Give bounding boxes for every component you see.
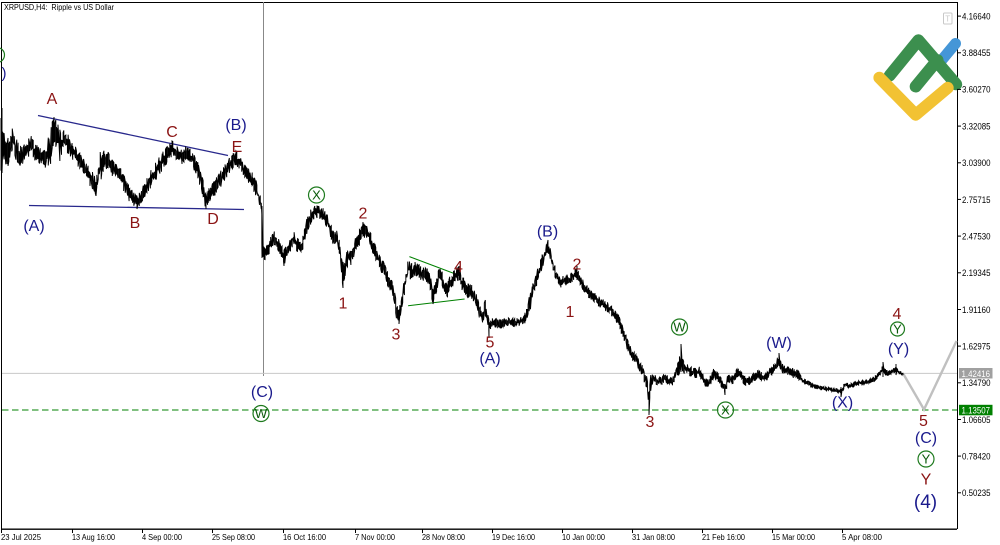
- svg-text:(B): (B): [537, 223, 558, 240]
- svg-text:Y: Y: [922, 452, 931, 467]
- svg-text:1.42416: 1.42416: [962, 369, 991, 379]
- svg-text:2: 2: [359, 205, 368, 222]
- svg-text:2.19345: 2.19345: [962, 268, 991, 278]
- svg-text:Y: Y: [921, 471, 932, 488]
- svg-text:Y: Y: [893, 322, 902, 337]
- svg-text:4: 4: [454, 259, 463, 276]
- svg-text:): ): [2, 65, 7, 82]
- svg-text:(A): (A): [479, 350, 500, 367]
- svg-text:2.47530: 2.47530: [962, 231, 991, 241]
- svg-text:2.75715: 2.75715: [962, 195, 991, 205]
- svg-text:XRPUSD,H4: Ripple vs US Dolla: XRPUSD,H4: Ripple vs US Dollar: [4, 3, 114, 12]
- svg-text:21 Feb 16:00: 21 Feb 16:00: [702, 533, 745, 542]
- svg-text:(W): (W): [766, 335, 792, 352]
- svg-text:(A): (A): [23, 218, 44, 235]
- svg-text:A: A: [47, 91, 58, 108]
- svg-text:(B): (B): [225, 117, 246, 134]
- svg-text:1.91160: 1.91160: [962, 305, 991, 315]
- svg-text:25 Sep 08:00: 25 Sep 08:00: [212, 533, 255, 542]
- svg-text:5: 5: [486, 334, 495, 351]
- svg-text:C: C: [166, 124, 178, 141]
- svg-text:7 Nov 00:00: 7 Nov 00:00: [355, 533, 396, 542]
- svg-text:4: 4: [893, 306, 902, 323]
- svg-text:3.88455: 3.88455: [962, 48, 991, 58]
- svg-text:D: D: [207, 211, 219, 228]
- svg-text:1.62975: 1.62975: [962, 341, 991, 351]
- svg-text:1.34790: 1.34790: [962, 378, 991, 388]
- svg-text:X: X: [312, 188, 321, 203]
- svg-text:3: 3: [646, 414, 655, 431]
- svg-text:W: W: [255, 406, 268, 421]
- svg-text:28 Nov 08:00: 28 Nov 08:00: [422, 533, 465, 542]
- svg-text:19 Dec 16:00: 19 Dec 16:00: [492, 533, 535, 542]
- svg-text:B: B: [130, 215, 141, 232]
- svg-text:31 Jan 08:00: 31 Jan 08:00: [632, 533, 676, 542]
- svg-text:W: W: [673, 320, 686, 335]
- svg-text:10 Jan 00:00: 10 Jan 00:00: [562, 533, 606, 542]
- svg-text:2: 2: [573, 256, 582, 273]
- svg-text:3.60270: 3.60270: [962, 85, 991, 95]
- svg-text:(X): (X): [832, 394, 853, 411]
- svg-text:4 Sep 00:00: 4 Sep 00:00: [142, 533, 183, 542]
- svg-text:3.32085: 3.32085: [962, 121, 991, 131]
- svg-text:3.03900: 3.03900: [962, 158, 991, 168]
- svg-text:13 Aug 16:00: 13 Aug 16:00: [72, 533, 116, 542]
- svg-text:1: 1: [339, 295, 348, 312]
- svg-text:15 Mar 00:00: 15 Mar 00:00: [772, 533, 816, 542]
- svg-text:4.16640: 4.16640: [962, 11, 991, 21]
- svg-text:(Y): (Y): [888, 341, 909, 358]
- svg-text:0.78420: 0.78420: [962, 451, 991, 461]
- svg-text:1.06605: 1.06605: [962, 415, 991, 425]
- svg-text:5 Apr 08:00: 5 Apr 08:00: [842, 533, 883, 542]
- svg-text:E: E: [232, 139, 243, 156]
- svg-text:(C): (C): [251, 384, 273, 401]
- svg-text:3: 3: [392, 326, 401, 343]
- svg-text:1: 1: [566, 304, 575, 321]
- svg-text:T: T: [945, 15, 950, 24]
- svg-text:0.50235: 0.50235: [962, 488, 991, 498]
- svg-text:(4): (4): [914, 492, 937, 513]
- svg-text:5: 5: [919, 413, 928, 430]
- svg-text:(C): (C): [915, 430, 937, 447]
- svg-text:23 Jul 2025: 23 Jul 2025: [1, 533, 42, 542]
- svg-text:16 Oct 16:00: 16 Oct 16:00: [283, 533, 327, 542]
- svg-text:1.13507: 1.13507: [962, 406, 991, 416]
- svg-text:X: X: [721, 403, 730, 418]
